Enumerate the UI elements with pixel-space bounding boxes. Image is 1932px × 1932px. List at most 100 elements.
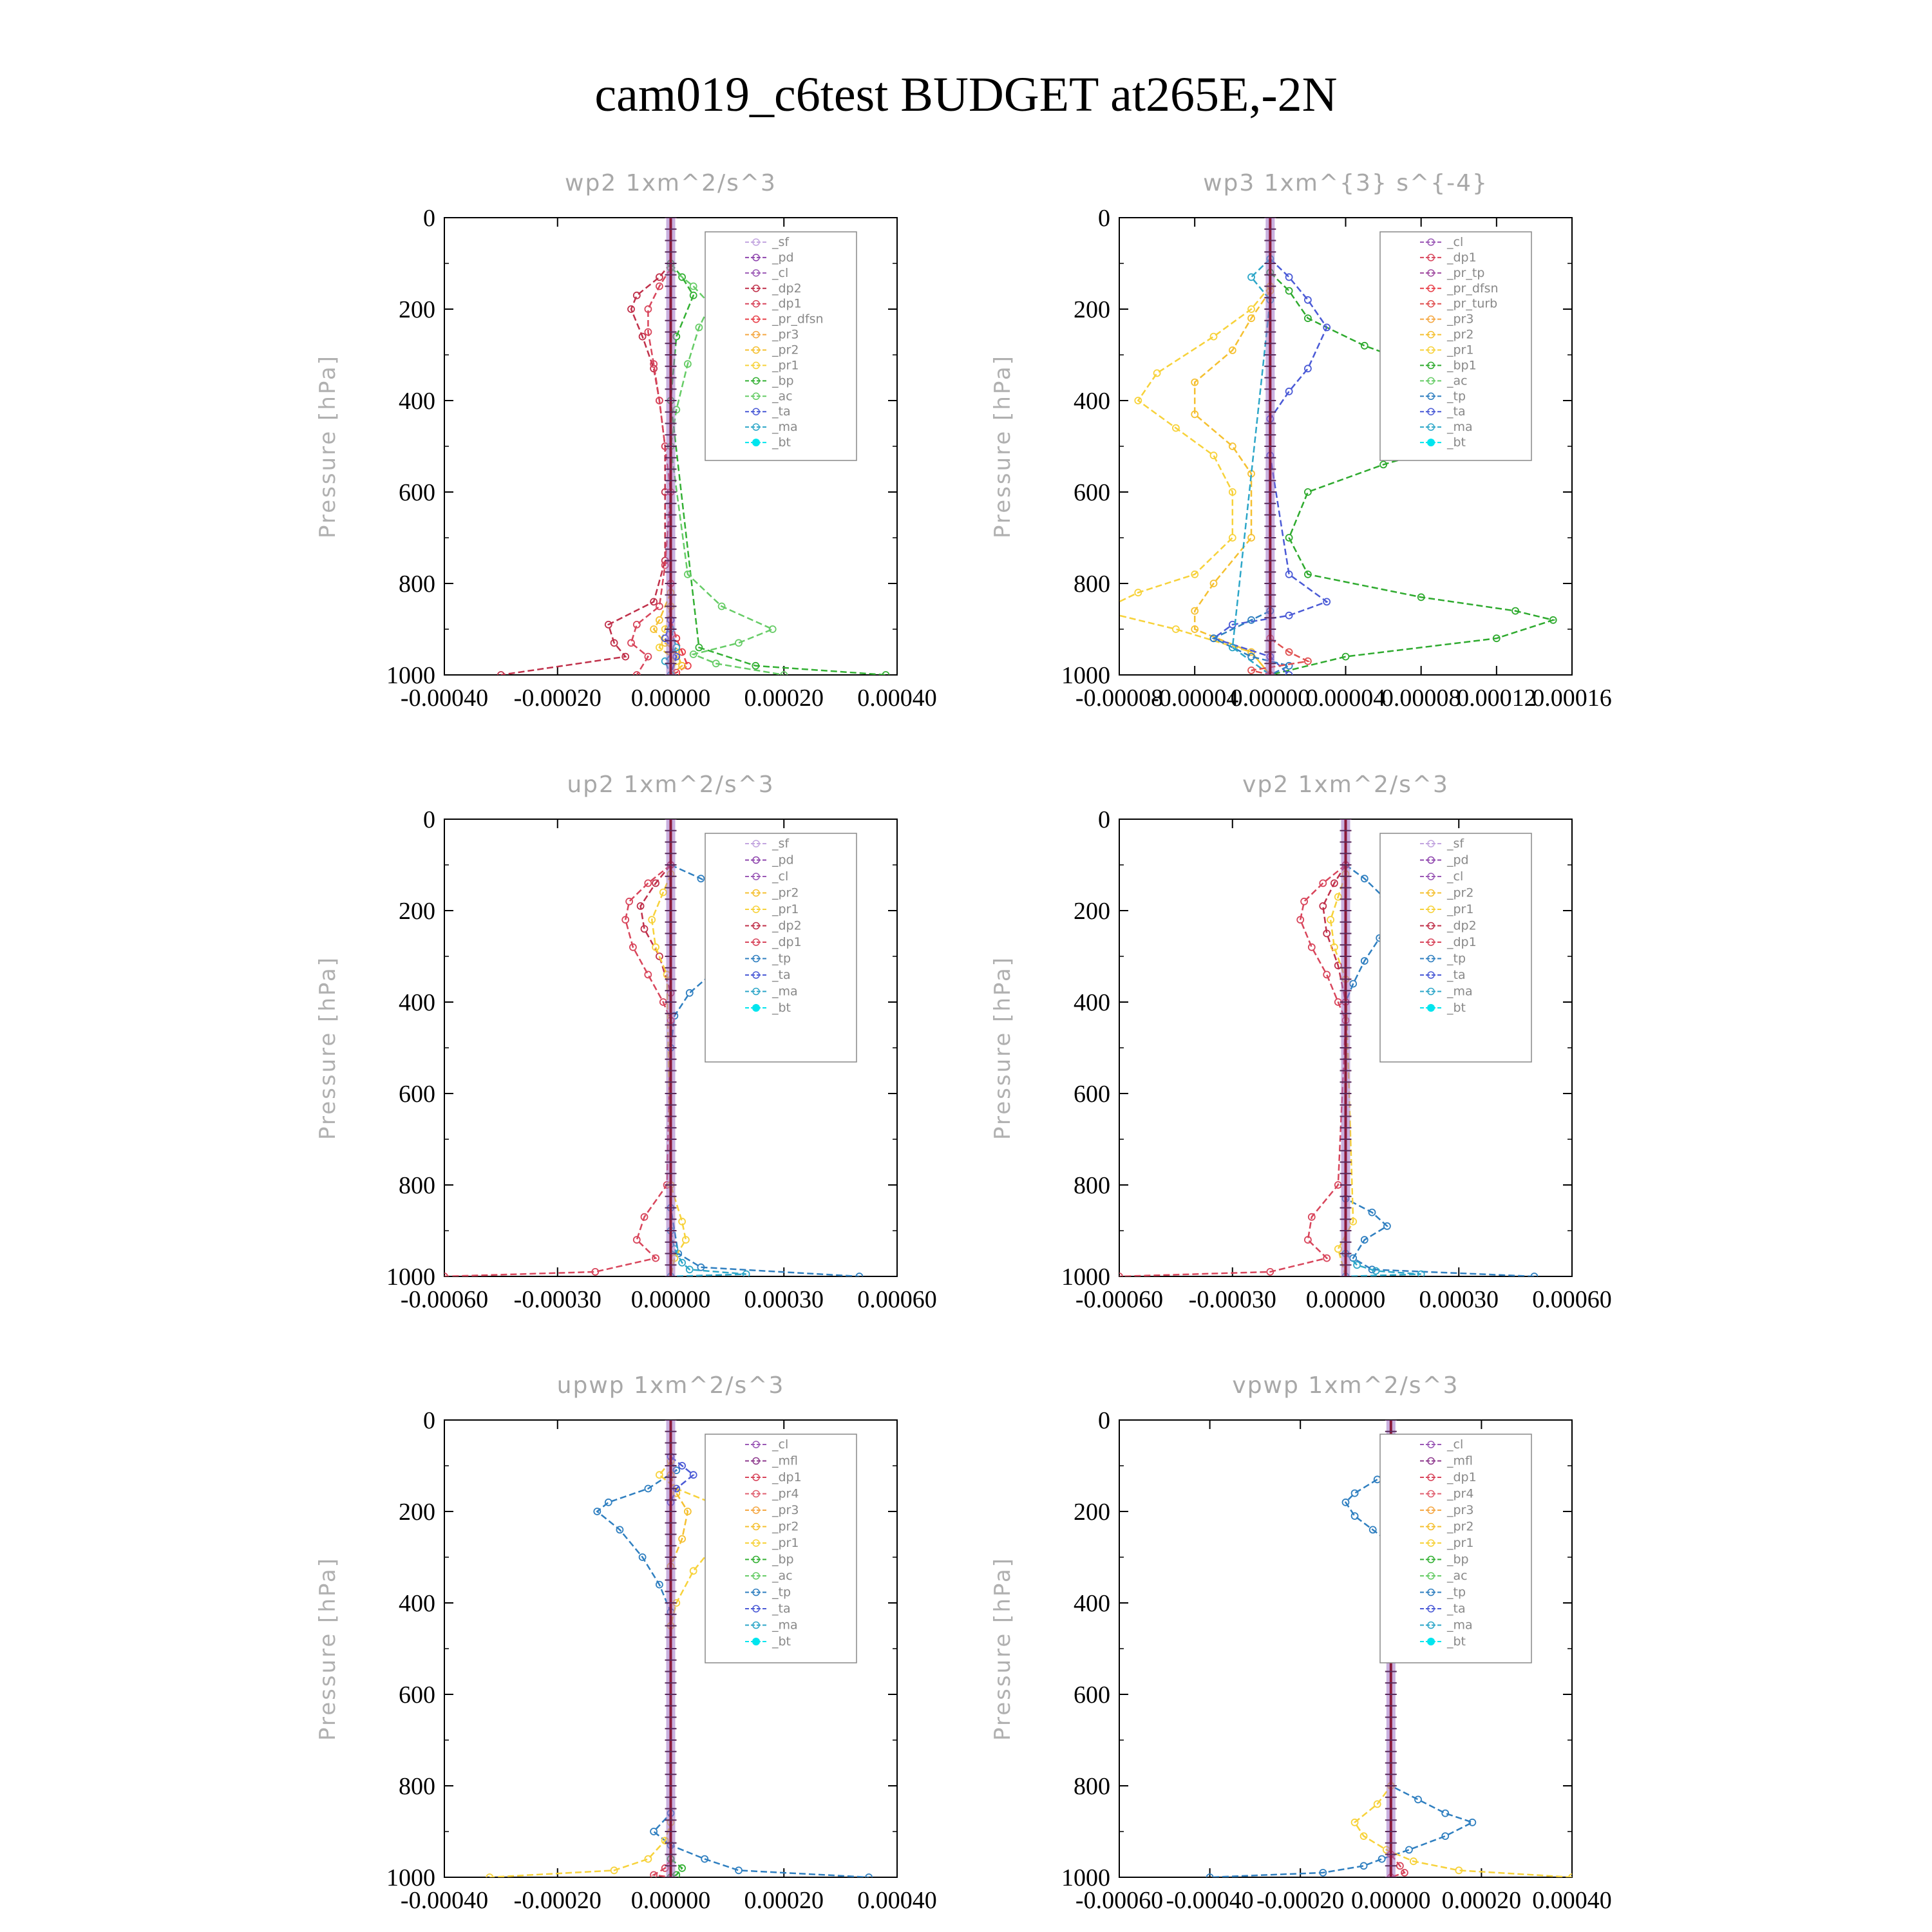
series-point bbox=[650, 1828, 658, 1835]
plot-area bbox=[486, 1420, 873, 1877]
legend-entry: _ac bbox=[772, 1569, 793, 1583]
x-tick-label: -0.00060 bbox=[1075, 1286, 1163, 1313]
series-point bbox=[689, 1567, 697, 1575]
legend-swatch-marker bbox=[752, 1539, 760, 1547]
series-point bbox=[644, 1484, 652, 1493]
x-tick-label: -0.00030 bbox=[1189, 1286, 1276, 1313]
series-point bbox=[678, 661, 686, 670]
series-line-dp1 bbox=[1390, 1853, 1406, 1877]
series-point bbox=[644, 879, 652, 887]
series-point bbox=[1400, 1868, 1408, 1877]
legend-swatch-marker bbox=[1427, 439, 1435, 447]
series-point bbox=[1373, 1800, 1381, 1808]
series-line-pr2 bbox=[1193, 290, 1271, 675]
x-tick-label: 0.00060 bbox=[1532, 1286, 1612, 1313]
y-tick-label: 0 bbox=[1098, 205, 1110, 232]
legend-entry: _ta bbox=[1446, 1602, 1466, 1616]
legend-entry: _cl bbox=[772, 1437, 788, 1452]
y-tick-label: 600 bbox=[399, 1681, 435, 1709]
series-point bbox=[689, 282, 697, 290]
legend-swatch-marker bbox=[1427, 315, 1435, 323]
legend-swatch-marker bbox=[752, 840, 760, 848]
series-point bbox=[1285, 671, 1293, 675]
legend-entry: _bt bbox=[772, 1001, 791, 1015]
x-tick-label: 0.00030 bbox=[1419, 1286, 1499, 1313]
series-point bbox=[1285, 273, 1293, 281]
series-point bbox=[695, 643, 703, 652]
series-point bbox=[632, 1236, 641, 1244]
series-point bbox=[1191, 625, 1199, 633]
series-point bbox=[1206, 1873, 1214, 1877]
series-point bbox=[632, 671, 641, 675]
series-point bbox=[1191, 607, 1199, 615]
legend-swatch-marker bbox=[1427, 254, 1435, 261]
series-point bbox=[780, 671, 788, 675]
series-point bbox=[689, 650, 697, 658]
y-tick-label: 0 bbox=[423, 205, 435, 232]
series-point bbox=[1368, 1265, 1376, 1274]
series-point bbox=[678, 1864, 686, 1872]
series-point bbox=[1405, 1846, 1413, 1854]
series-point bbox=[742, 1270, 750, 1276]
legend-entry: _pd bbox=[772, 251, 794, 265]
series-point bbox=[1285, 287, 1293, 295]
series-point bbox=[1307, 1213, 1316, 1221]
legend-box bbox=[1379, 1434, 1532, 1663]
series-point bbox=[1360, 341, 1368, 350]
plot-area bbox=[1119, 218, 1557, 675]
x-tick-label: 0.00030 bbox=[744, 1286, 824, 1313]
legend: _cl _mfl _dp1 _pr4 _pr3 _pr2 _pr1 _bp _ac _tp _ta _… bbox=[705, 1434, 857, 1663]
series-point bbox=[1304, 657, 1312, 665]
series-point bbox=[1304, 314, 1312, 323]
series-point bbox=[735, 1866, 743, 1875]
x-tick-label: -0.00060 bbox=[1075, 1887, 1163, 1914]
legend-entry: _pr1 bbox=[772, 902, 799, 916]
series-point bbox=[1323, 598, 1331, 606]
legend-entry: _tp bbox=[772, 1586, 791, 1600]
series-point bbox=[1441, 1809, 1450, 1817]
legend: _sf _pd_cl_dp2_dp1_pr_dfsn_pr3_pr2_pr1 _bp… bbox=[705, 231, 857, 461]
legend-entry: _pd bbox=[772, 853, 794, 867]
series-point bbox=[685, 1265, 694, 1274]
series-point bbox=[621, 916, 630, 924]
series-point bbox=[1530, 1273, 1539, 1276]
series-point bbox=[1396, 1862, 1404, 1870]
panel-4: vp2 1xm^2/s^3 Pressure [hPa] 0 200 400 600 800… bbox=[990, 772, 1612, 1313]
x-tick-label: -0.00030 bbox=[514, 1286, 601, 1313]
legend-swatch-marker bbox=[752, 1522, 760, 1531]
legend-entry: _ma bbox=[772, 985, 798, 999]
legend-entry: _dp1 bbox=[1446, 251, 1477, 265]
legend-entry: _bt bbox=[1446, 435, 1466, 450]
y-tick-label: 400 bbox=[1074, 1590, 1110, 1617]
legend-entry: _cl bbox=[772, 869, 788, 884]
series-point bbox=[632, 621, 641, 629]
series-point bbox=[652, 879, 659, 887]
series-point bbox=[1549, 616, 1557, 624]
y-axis-label: Pressure [hPa] bbox=[315, 1557, 341, 1741]
legend-swatch-marker bbox=[752, 254, 760, 261]
legend-swatch-marker bbox=[752, 1621, 760, 1629]
y-tick-label: 200 bbox=[1074, 1499, 1110, 1526]
series-point bbox=[656, 1471, 663, 1479]
series-point bbox=[640, 925, 649, 933]
legend-swatch-marker bbox=[1427, 889, 1435, 897]
panel-title: wp3 1xm^{3} s^{-4} bbox=[1203, 170, 1488, 196]
legend-swatch-marker bbox=[752, 1588, 760, 1596]
x-tick-label: 0.00004 bbox=[1306, 685, 1386, 712]
series-point bbox=[1228, 346, 1236, 354]
legend-entry: _pr1 bbox=[1446, 902, 1473, 916]
x-tick-label: 0.00000 bbox=[631, 685, 711, 712]
legend: _sf _pd _cl _pr2 _pr1 _dp2 _dp1 _tp _ta _ma _bt bbox=[705, 833, 857, 1063]
legend-swatch-marker bbox=[752, 269, 760, 277]
series-point bbox=[604, 1498, 612, 1506]
y-axis-label: Pressure [hPa] bbox=[990, 1557, 1016, 1741]
series-point bbox=[650, 360, 658, 368]
legend-swatch-marker bbox=[1427, 1621, 1435, 1629]
series-point bbox=[1285, 570, 1293, 578]
legend-swatch-marker bbox=[752, 1004, 760, 1012]
series-point bbox=[682, 1236, 690, 1244]
series-point bbox=[685, 989, 694, 997]
legend-swatch-marker bbox=[1427, 1572, 1435, 1580]
series-point bbox=[650, 1871, 658, 1877]
plot-area bbox=[1119, 819, 1539, 1276]
